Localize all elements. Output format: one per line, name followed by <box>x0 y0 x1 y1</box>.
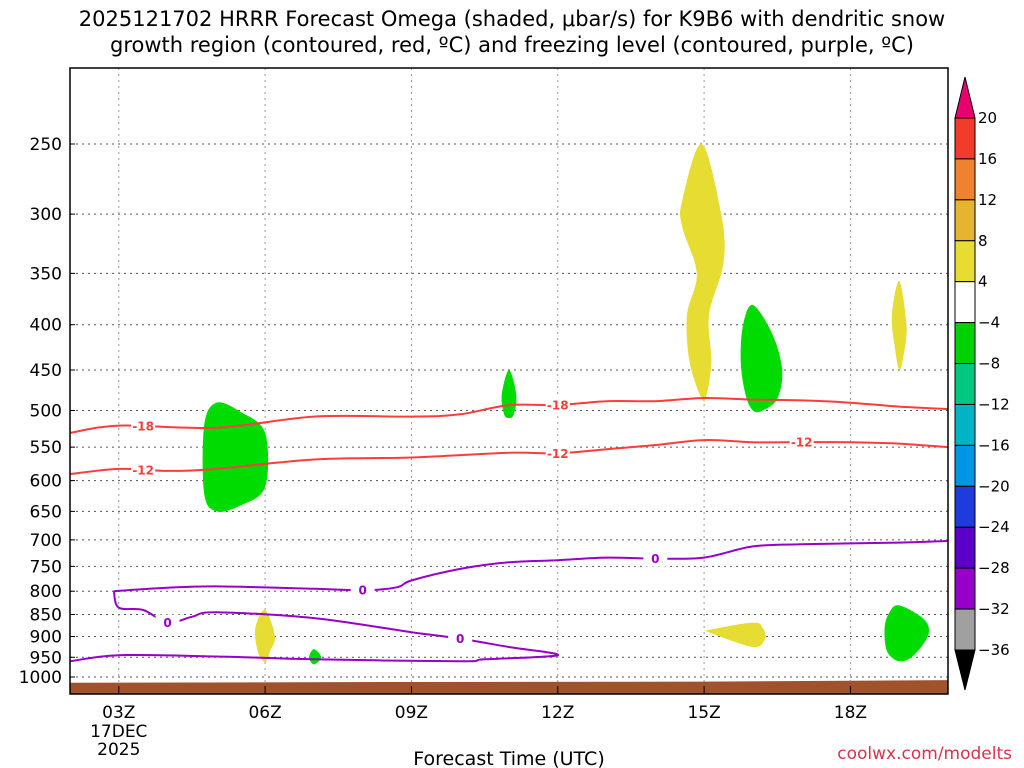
colorbar-label: 8 <box>978 232 988 250</box>
colorbar-label: −36 <box>978 641 1010 659</box>
x-axis-title: Forecast Time (UTC) <box>413 748 604 768</box>
colorbar-segment <box>954 608 976 651</box>
x-tick-label: 12Z <box>541 703 574 723</box>
terrain <box>70 680 948 694</box>
chart-title-line1: 2025121702 HRRR Forecast Omega (shaded, … <box>78 7 946 31</box>
contour-label: -18 <box>132 420 154 434</box>
colorbar-segment <box>954 117 976 160</box>
colorbar-label: −24 <box>978 518 1010 536</box>
y-tick-label: 250 <box>30 135 62 155</box>
plot-border <box>69 67 949 695</box>
y-tick-label: 400 <box>30 316 62 336</box>
y-tick-label: 950 <box>30 648 62 668</box>
contour-label: -12 <box>132 463 154 477</box>
contour-label: 0 <box>456 632 464 646</box>
contour-label-bg <box>350 582 375 599</box>
contour-label: -12 <box>791 436 813 450</box>
colorbar-label: 12 <box>978 191 997 209</box>
x-tick-label: 15Z <box>687 703 720 723</box>
colorbar-segment <box>954 444 976 487</box>
y-tick-label: 300 <box>30 205 62 225</box>
y-tick-label: 500 <box>30 402 62 422</box>
credit-link[interactable]: coolwx.com/modelts <box>837 744 1012 764</box>
y-tick-label: 800 <box>30 582 62 602</box>
contour-label-bg <box>789 434 814 451</box>
y-tick-label: 450 <box>30 361 62 381</box>
contour-label: 0 <box>358 584 366 598</box>
colorbar-label: 20 <box>978 109 997 127</box>
contour-label-bg <box>448 630 473 647</box>
colorbar-label: −4 <box>978 314 1000 332</box>
omega-region <box>884 605 930 662</box>
y-tick-label: 700 <box>30 531 62 551</box>
y-tick-label: 550 <box>30 438 62 458</box>
omega-region <box>254 609 276 663</box>
colorbar-segment <box>954 363 976 405</box>
contour-label-bg <box>131 461 156 478</box>
y-tick-label: 350 <box>30 264 62 284</box>
colorbar-label: −28 <box>978 559 1010 577</box>
colorbar-segment <box>954 322 976 365</box>
y-tick-label: 650 <box>30 502 62 522</box>
omega-region <box>703 622 766 648</box>
contour-label-bg <box>643 550 668 567</box>
x-tick-label: 09Z <box>395 703 428 723</box>
omega-region <box>891 280 907 371</box>
y-tick-label: 750 <box>30 557 62 577</box>
contour-label-bg <box>545 445 570 462</box>
y-tick-label: 900 <box>30 627 62 647</box>
colorbar-label: −16 <box>978 436 1010 454</box>
colorbar-bottom-arrow <box>954 649 976 691</box>
colorbar-label: −32 <box>978 600 1010 618</box>
colorbar-label: −8 <box>978 355 1000 373</box>
omega-region <box>202 402 269 512</box>
omega-region <box>309 649 322 665</box>
contour-label: 0 <box>651 552 659 566</box>
colorbar-segment <box>954 158 976 201</box>
colorbar-segment <box>954 240 976 283</box>
colorbar-segment <box>954 526 976 569</box>
contour-label-bg <box>155 614 180 631</box>
y-tick-label: 600 <box>30 472 62 492</box>
omega-region <box>680 143 725 402</box>
y-tick-label: 850 <box>30 606 62 626</box>
contour-label-bg <box>131 418 156 435</box>
colorbar-top-arrow <box>954 76 976 119</box>
contour-label: -12 <box>547 447 569 461</box>
colorbar-segment <box>954 403 976 446</box>
contour-line <box>113 540 949 593</box>
colorbar-segment <box>954 567 976 610</box>
x-date-label: 2025 <box>97 740 140 760</box>
chart-title-line2: growth region (contoured, red, ºC) and f… <box>110 33 914 57</box>
colorbar-label: 4 <box>978 273 988 291</box>
colorbar-label: −12 <box>978 395 1010 413</box>
contour-label-bg <box>545 397 570 414</box>
colorbar-segment <box>954 199 976 242</box>
x-tick-label: 03Z <box>102 703 135 723</box>
contour-label: -18 <box>547 399 569 413</box>
chart-title: 2025121702 HRRR Forecast Omega (shaded, … <box>0 6 1024 58</box>
contour-label: 0 <box>163 616 171 630</box>
colorbar-segment <box>954 485 976 528</box>
x-tick-label: 18Z <box>834 703 867 723</box>
colorbar-label: 16 <box>978 150 997 168</box>
x-tick-label: 06Z <box>248 703 281 723</box>
x-date-label: 17DEC <box>90 722 147 742</box>
y-tick-label: 1000 <box>19 668 62 688</box>
colorbar-segment <box>954 281 976 324</box>
colorbar-label: −20 <box>978 477 1010 495</box>
omega-region <box>740 304 783 413</box>
